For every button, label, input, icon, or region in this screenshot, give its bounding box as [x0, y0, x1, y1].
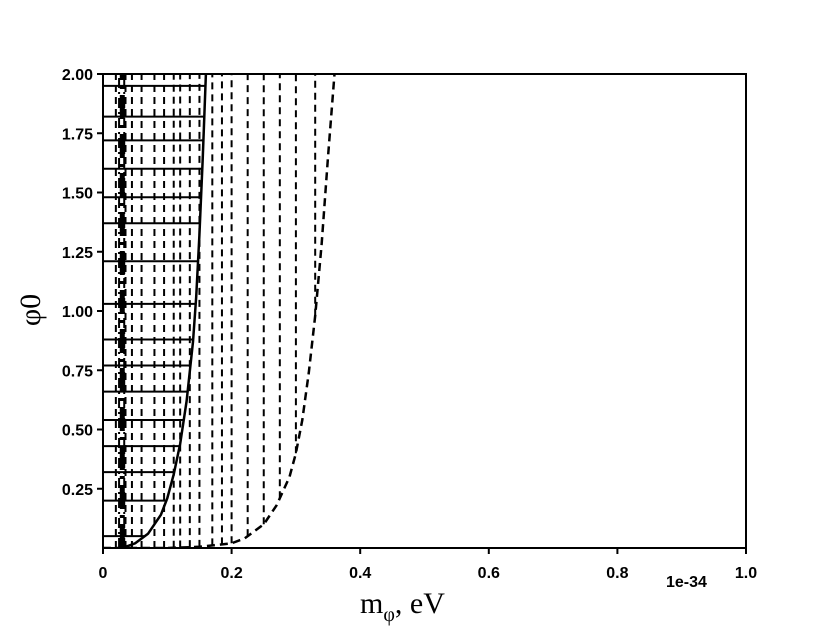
curves	[103, 74, 336, 548]
x-tick-label: 0	[99, 565, 108, 582]
x-tick-label: 0.4	[349, 565, 371, 582]
x-axis: 0 0.2 0.4 0.6 0.8 1.0	[99, 548, 757, 582]
hatch-region	[103, 74, 317, 548]
y-tick-label: 1.50	[62, 186, 93, 203]
x-tick-label: 0.2	[220, 565, 242, 582]
solid-boundary-curve	[121, 74, 208, 548]
y-tick-label: 1.00	[62, 304, 93, 321]
x-tick-label: 1.0	[735, 565, 757, 582]
x-axis-label-main: m	[360, 587, 383, 620]
x-axis-label-rest: , eV	[395, 587, 445, 620]
y-tick-label: 2.00	[62, 67, 93, 84]
x-axis-label: mφ, eV	[360, 587, 445, 626]
x-axis-label-sub: φ	[383, 604, 395, 626]
y-tick-label: 0.75	[62, 363, 93, 380]
y-axis: 0.25 0.50 0.75 1.00 1.25 1.50 1.75 2.00	[62, 67, 103, 499]
y-tick-label: 1.25	[62, 245, 93, 262]
x-tick-label: 0.6	[478, 565, 500, 582]
x-offset-label: 1e-34	[666, 574, 707, 591]
x-tick-label: 0.8	[606, 565, 628, 582]
y-tick-label: 1.75	[62, 126, 93, 143]
y-tick-label: 0.25	[62, 482, 93, 499]
dashed-boundary-curve	[103, 74, 336, 548]
y-tick-label: 0.50	[62, 423, 93, 440]
y-axis-label: φ0	[14, 294, 47, 326]
